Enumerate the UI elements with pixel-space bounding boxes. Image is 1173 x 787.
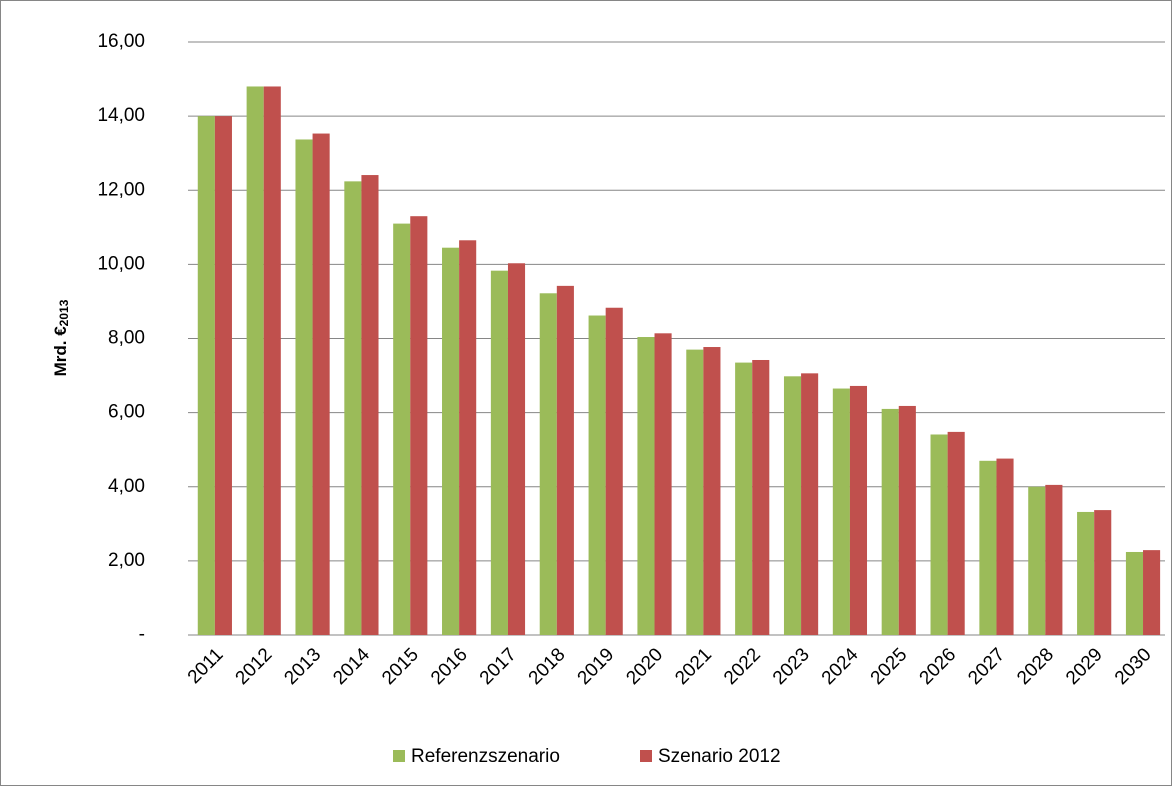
bar <box>361 175 379 635</box>
y-tick-label: 14,00 <box>97 105 145 126</box>
bar <box>393 223 411 635</box>
bar <box>979 460 997 635</box>
bar <box>410 216 428 635</box>
bar <box>654 333 672 635</box>
bar <box>263 86 281 636</box>
y-axis-label: Mrd. €2013 <box>51 299 71 376</box>
bar <box>996 458 1014 635</box>
bar <box>686 349 704 635</box>
bar <box>898 405 916 635</box>
bar <box>539 293 557 635</box>
bar <box>849 385 868 635</box>
bar <box>1077 511 1095 635</box>
y-axis-label-text: Mrd. € <box>51 326 70 377</box>
bar <box>507 263 526 635</box>
legend-swatch <box>393 750 405 762</box>
bar <box>832 388 850 635</box>
bar <box>490 270 508 635</box>
bar <box>246 86 264 636</box>
bar <box>556 285 574 635</box>
legend-label: Szenario 2012 <box>658 746 781 767</box>
y-tick-label: 6,00 <box>108 402 145 423</box>
bar <box>1125 551 1144 635</box>
y-tick-label: 16,00 <box>97 31 145 52</box>
bar <box>344 181 362 636</box>
bar <box>459 240 477 636</box>
bar <box>930 434 948 635</box>
bar <box>947 431 965 635</box>
bar <box>442 247 460 635</box>
y-tick-label: 2,00 <box>108 550 145 571</box>
bar <box>197 116 215 635</box>
bar <box>735 362 753 635</box>
bar <box>1094 510 1112 635</box>
bar <box>1028 486 1046 635</box>
bar <box>605 307 623 635</box>
y-tick-label: 10,00 <box>97 253 145 274</box>
bar <box>1045 484 1063 635</box>
legend-label: Referenzszenario <box>411 746 560 767</box>
bar <box>703 347 721 635</box>
legend-swatch <box>640 750 652 762</box>
bar <box>783 376 802 635</box>
bar <box>881 408 899 635</box>
bar <box>637 337 655 635</box>
y-axis-label-subscript: 2013 <box>57 299 71 326</box>
bar <box>214 116 232 635</box>
y-tick-label: - <box>139 624 145 645</box>
bar <box>295 139 313 636</box>
y-tick-label: 12,00 <box>97 179 145 200</box>
bar <box>588 315 606 635</box>
bar <box>801 373 819 635</box>
bar <box>1143 550 1161 635</box>
y-tick-label: 8,00 <box>108 328 145 349</box>
bar <box>752 359 770 635</box>
bar <box>312 133 330 635</box>
y-tick-label: 4,00 <box>108 476 145 497</box>
